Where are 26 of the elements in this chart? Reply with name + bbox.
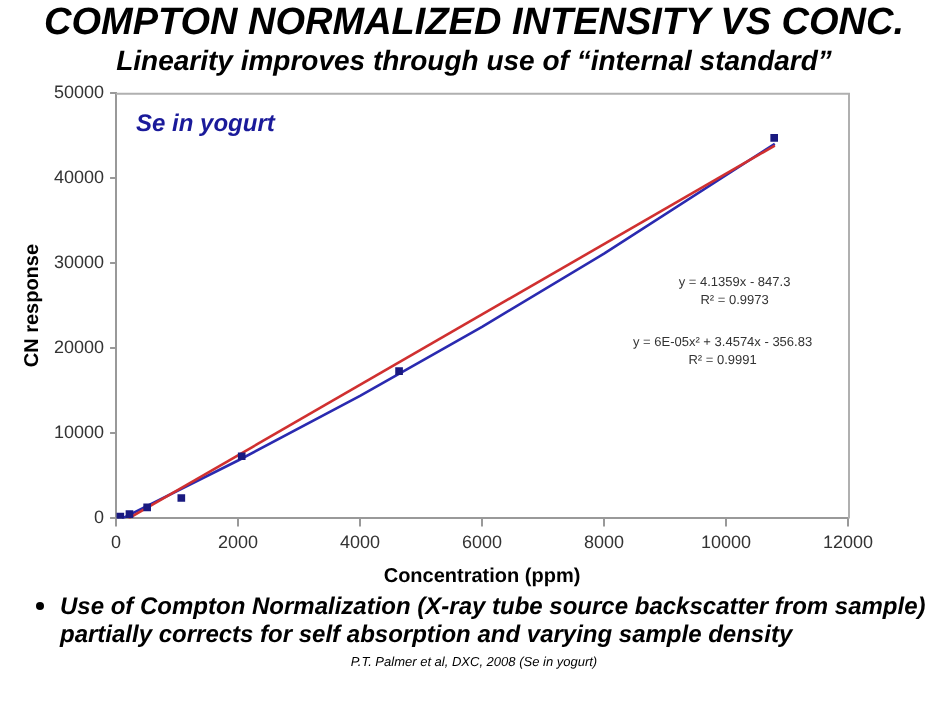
y-tick-label: 0 xyxy=(94,507,105,528)
text: Use of Compton Normalization (X-ray tube source backscatter from sample) partially corrects for self absorption and varying sample density xyxy=(60,592,928,648)
y-tick-label: 20000 xyxy=(53,337,105,358)
x-tick-label: 2000 xyxy=(218,532,259,553)
x-tick-label: 12000 xyxy=(822,532,874,553)
point xyxy=(770,134,779,142)
chart-subtitle: Linearity improves through use of “internal standard” xyxy=(114,44,834,76)
point xyxy=(143,503,151,512)
point xyxy=(395,367,403,375)
x-axis-title: Concentration (ppm) xyxy=(383,565,581,588)
point xyxy=(177,494,186,502)
point xyxy=(116,512,125,519)
x-tick-label: 0 xyxy=(111,532,122,553)
y-tick-label: 50000 xyxy=(53,81,105,102)
point xyxy=(237,452,246,461)
chart-title: COMPTON NORMALIZED INTENSITY VS CONC. xyxy=(42,2,906,44)
y-tick-label: 40000 xyxy=(53,166,105,187)
y-axis-title: CN response xyxy=(21,243,44,368)
point xyxy=(125,510,134,518)
x-tick-label: 10000 xyxy=(700,532,752,553)
x-tick-label: 6000 xyxy=(462,532,503,553)
x-tick-label: 4000 xyxy=(340,532,381,553)
annotation: Se in yogurt xyxy=(136,109,277,138)
x-tick-label: 8000 xyxy=(583,532,625,553)
y-tick-label: 10000 xyxy=(53,422,105,443)
y-tick-label: 30000 xyxy=(53,252,105,273)
